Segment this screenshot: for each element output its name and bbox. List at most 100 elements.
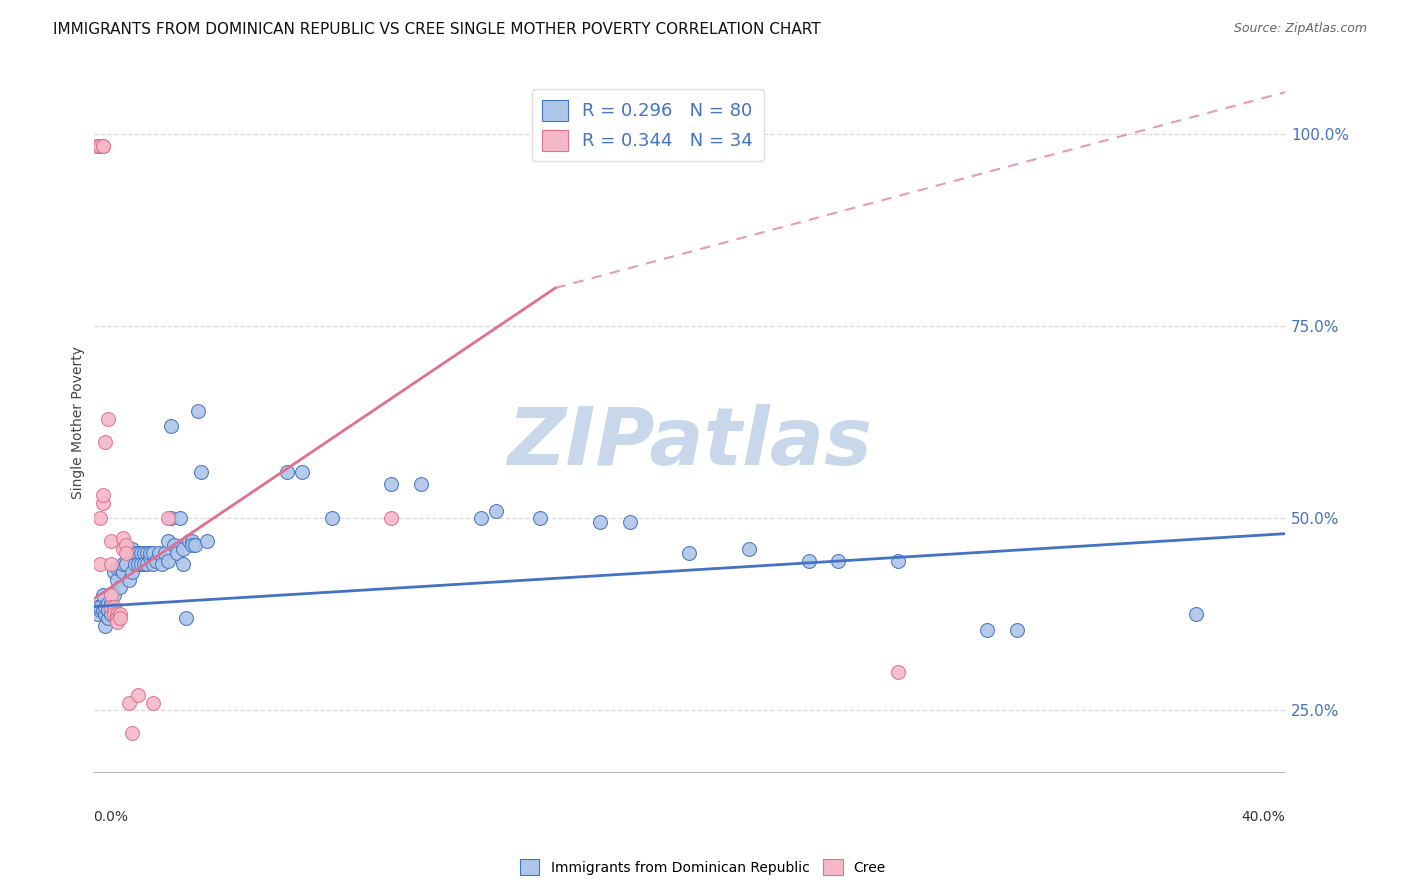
Point: [103, 607, 125, 622]
Point: [887, 553, 910, 567]
Point: [827, 553, 849, 567]
Text: 40.0%: 40.0%: [1241, 810, 1285, 824]
Point: [97, 603, 120, 617]
Point: [100, 596, 122, 610]
Point: [184, 538, 207, 552]
Point: [470, 511, 492, 525]
Legend: R = 0.296   N = 80, R = 0.344   N = 34: R = 0.296 N = 80, R = 0.344 N = 34: [531, 89, 763, 161]
Point: [157, 553, 180, 567]
Point: [89, 603, 111, 617]
Point: [118, 696, 141, 710]
Point: [127, 546, 149, 560]
Point: [163, 538, 186, 552]
Point: [160, 419, 183, 434]
Point: [142, 558, 165, 572]
Point: [110, 561, 132, 575]
Point: [485, 503, 508, 517]
Point: [89, 139, 111, 153]
Point: [157, 534, 180, 549]
Point: [291, 465, 314, 479]
Point: [276, 465, 298, 479]
Point: [112, 531, 135, 545]
Point: [411, 476, 433, 491]
Point: [195, 534, 218, 549]
Point: [380, 511, 402, 525]
Point: [121, 542, 143, 557]
Point: [97, 411, 120, 425]
Point: [121, 726, 143, 740]
Point: [86, 139, 108, 153]
Text: 0.0%: 0.0%: [94, 810, 128, 824]
Point: [129, 558, 152, 572]
Point: [169, 511, 191, 525]
Point: [118, 573, 141, 587]
Point: [94, 619, 117, 633]
Point: [103, 603, 125, 617]
Point: [180, 534, 202, 549]
Point: [172, 558, 194, 572]
Point: [112, 542, 135, 557]
Point: [91, 496, 114, 510]
Point: [103, 599, 125, 614]
Point: [142, 546, 165, 560]
Point: [112, 565, 135, 579]
Point: [157, 511, 180, 525]
Point: [797, 553, 820, 567]
Point: [110, 581, 132, 595]
Point: [97, 611, 120, 625]
Point: [160, 511, 183, 525]
Point: [107, 573, 129, 587]
Point: [100, 588, 122, 602]
Point: [107, 561, 129, 575]
Point: [139, 549, 162, 564]
Point: [187, 404, 209, 418]
Point: [177, 534, 200, 549]
Point: [678, 546, 700, 560]
Point: [145, 553, 167, 567]
Point: [107, 607, 129, 622]
Point: [139, 546, 162, 560]
Point: [142, 696, 165, 710]
Point: [129, 546, 152, 560]
Point: [107, 611, 129, 625]
Point: [89, 558, 111, 572]
Point: [136, 558, 159, 572]
Point: [100, 599, 122, 614]
Point: [976, 623, 998, 637]
Point: [110, 607, 132, 622]
Point: [738, 542, 761, 557]
Point: [380, 476, 402, 491]
Point: [110, 611, 132, 625]
Point: [97, 596, 120, 610]
Point: [91, 603, 114, 617]
Point: [589, 515, 612, 529]
Point: [115, 538, 138, 552]
Point: [150, 558, 173, 572]
Point: [89, 511, 111, 525]
Point: [1005, 623, 1028, 637]
Point: [86, 599, 108, 614]
Point: [136, 546, 159, 560]
Text: IMMIGRANTS FROM DOMINICAN REPUBLIC VS CREE SINGLE MOTHER POVERTY CORRELATION CHA: IMMIGRANTS FROM DOMINICAN REPUBLIC VS CR…: [53, 22, 821, 37]
Point: [887, 665, 910, 679]
Text: Source: ZipAtlas.com: Source: ZipAtlas.com: [1233, 22, 1367, 36]
Point: [166, 546, 188, 560]
Point: [180, 538, 202, 552]
Legend: Immigrants from Dominican Republic, Cree: Immigrants from Dominican Republic, Cree: [515, 854, 891, 880]
Point: [94, 607, 117, 622]
Point: [134, 546, 156, 560]
Point: [100, 558, 122, 572]
Point: [127, 558, 149, 572]
Point: [94, 434, 117, 449]
Point: [86, 607, 108, 622]
Point: [86, 139, 108, 153]
Point: [103, 603, 125, 617]
Y-axis label: Single Mother Poverty: Single Mother Poverty: [72, 346, 86, 499]
Point: [115, 558, 138, 572]
Point: [174, 611, 197, 625]
Point: [91, 139, 114, 153]
Point: [124, 546, 146, 560]
Point: [190, 465, 212, 479]
Point: [172, 542, 194, 557]
Point: [321, 511, 343, 525]
